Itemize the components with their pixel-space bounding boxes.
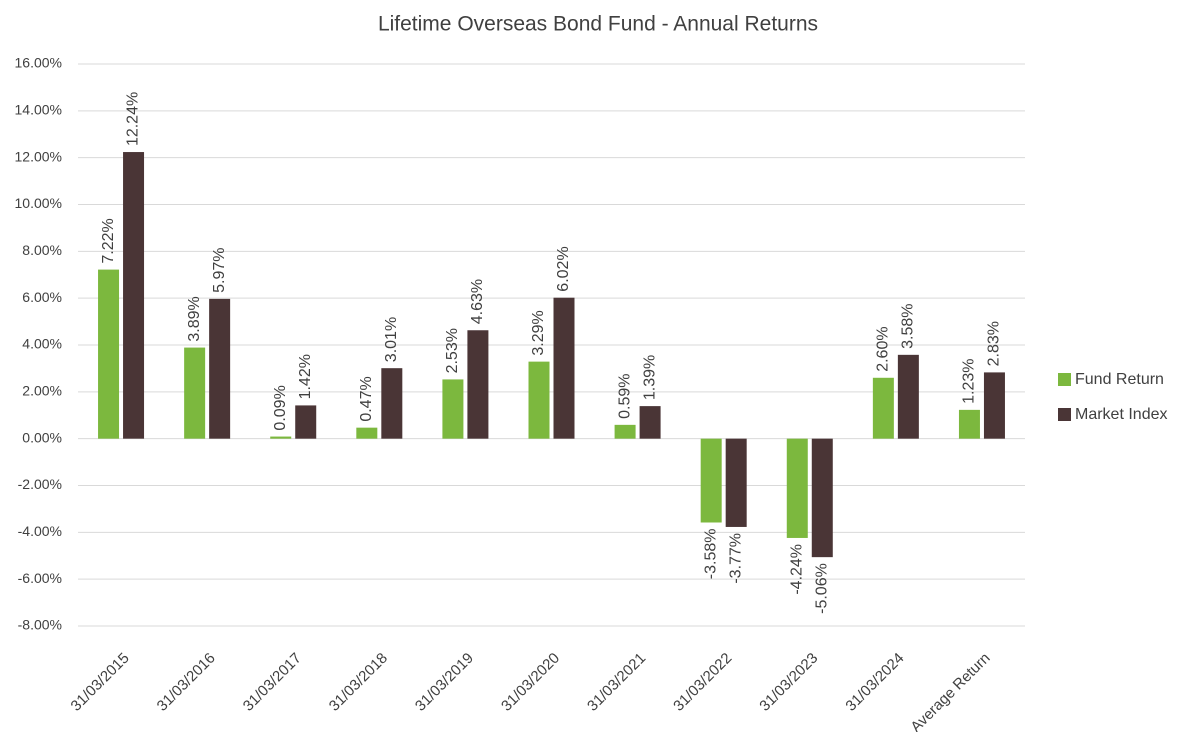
bar bbox=[614, 424, 636, 439]
x-tick-label: 31/03/2023 bbox=[756, 650, 821, 715]
y-tick-label: 0.00% bbox=[22, 429, 62, 445]
bar bbox=[553, 297, 575, 439]
data-label: 2.53% bbox=[444, 328, 461, 373]
data-label: 4.63% bbox=[469, 279, 486, 324]
y-tick-label: 8.00% bbox=[22, 242, 62, 258]
bar bbox=[381, 368, 403, 439]
y-tick-label: -2.00% bbox=[18, 476, 62, 492]
data-label: 2.60% bbox=[875, 326, 892, 371]
x-tick-label: 31/03/2021 bbox=[584, 650, 649, 715]
bar bbox=[295, 405, 317, 439]
data-label: 3.89% bbox=[186, 296, 203, 341]
bar bbox=[811, 438, 833, 558]
data-label: 0.59% bbox=[616, 373, 633, 418]
data-label: 5.97% bbox=[211, 247, 228, 292]
y-tick-label: 16.00% bbox=[15, 55, 62, 71]
y-tick-label: 10.00% bbox=[15, 195, 62, 211]
bar bbox=[872, 377, 894, 439]
bar bbox=[528, 361, 550, 439]
bar bbox=[270, 436, 292, 439]
data-label: -3.77% bbox=[727, 533, 744, 584]
bar bbox=[725, 438, 747, 527]
chart-title: Lifetime Overseas Bond Fund - Annual Ret… bbox=[378, 13, 818, 36]
y-tick-label: 4.00% bbox=[22, 336, 62, 352]
data-label: 0.09% bbox=[272, 385, 289, 430]
data-label: 12.24% bbox=[125, 92, 142, 146]
y-tick-label: 2.00% bbox=[22, 383, 62, 399]
y-tick-label: -6.00% bbox=[18, 570, 62, 586]
legend-swatch bbox=[1058, 373, 1071, 386]
y-tick-label: 14.00% bbox=[15, 102, 62, 118]
x-tick-label: 31/03/2017 bbox=[240, 650, 305, 715]
x-tick-label: 31/03/2024 bbox=[842, 650, 907, 715]
data-label: 2.83% bbox=[986, 321, 1003, 366]
bar bbox=[639, 406, 661, 439]
x-tick-label: Average Return bbox=[907, 650, 993, 732]
y-tick-label: 12.00% bbox=[15, 148, 62, 164]
bar bbox=[983, 372, 1005, 439]
x-tick-label: 31/03/2020 bbox=[498, 650, 563, 715]
x-tick-label: 31/03/2018 bbox=[326, 650, 391, 715]
data-label: 7.22% bbox=[100, 218, 117, 263]
bar bbox=[442, 379, 464, 439]
data-label: 1.42% bbox=[297, 354, 314, 399]
data-label: 3.29% bbox=[530, 310, 547, 355]
y-tick-label: -8.00% bbox=[18, 617, 62, 633]
data-label: -4.24% bbox=[788, 544, 805, 595]
bar bbox=[184, 347, 206, 439]
data-label: 0.47% bbox=[358, 376, 375, 421]
legend-label: Market Index bbox=[1075, 406, 1167, 423]
bar bbox=[467, 330, 489, 439]
y-tick-label: 6.00% bbox=[22, 289, 62, 305]
bar bbox=[98, 269, 120, 439]
x-tick-label: 31/03/2022 bbox=[670, 650, 735, 715]
bar bbox=[356, 427, 378, 439]
bar bbox=[700, 438, 722, 523]
legend-swatch bbox=[1058, 408, 1071, 421]
bar bbox=[897, 354, 919, 439]
bar bbox=[958, 409, 980, 439]
data-label: -5.06% bbox=[813, 563, 830, 614]
data-label: 1.23% bbox=[961, 358, 978, 403]
bar bbox=[786, 438, 808, 538]
legend-label: Fund Return bbox=[1075, 371, 1164, 388]
x-tick-label: 31/03/2019 bbox=[412, 650, 477, 715]
data-label: 6.02% bbox=[555, 246, 572, 291]
x-tick-label: 31/03/2016 bbox=[154, 650, 219, 715]
x-tick-label: 31/03/2015 bbox=[68, 650, 133, 715]
data-label: 3.01% bbox=[383, 317, 400, 362]
bar bbox=[123, 152, 145, 439]
data-label: 3.58% bbox=[900, 303, 917, 348]
data-label: -3.58% bbox=[702, 528, 719, 579]
y-tick-label: -4.00% bbox=[18, 523, 62, 539]
data-label: 1.39% bbox=[641, 355, 658, 400]
bar bbox=[209, 298, 231, 439]
